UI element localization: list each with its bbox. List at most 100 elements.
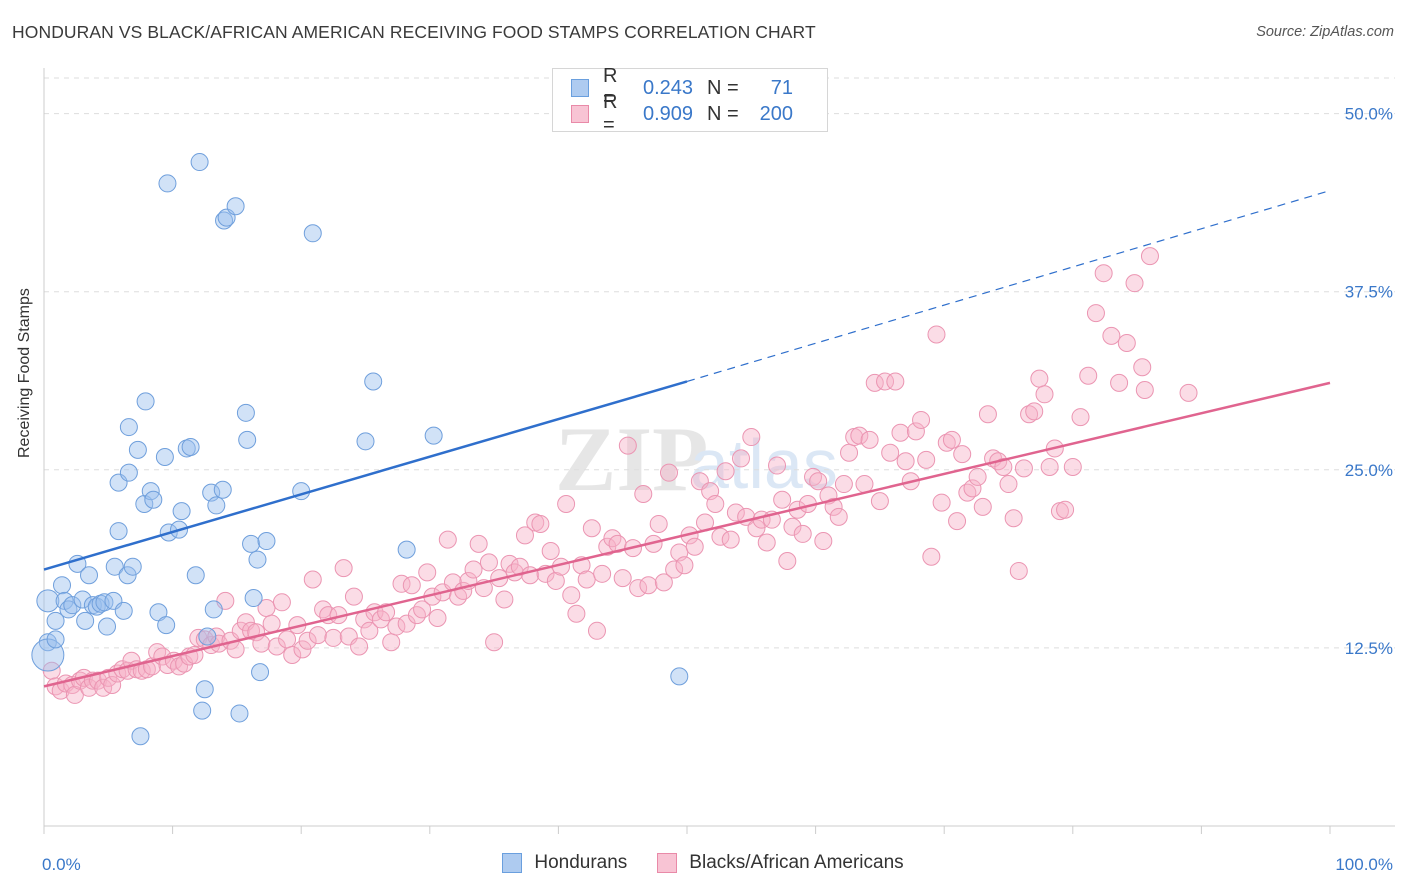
y-tick-label: 37.5% [1345, 283, 1393, 302]
data-point-blacks [577, 570, 596, 589]
data-point-blacks [593, 564, 612, 583]
data-point-blacks [438, 530, 457, 549]
data-point-blacks [906, 422, 925, 441]
stats-legend: R = 0.243 N = 71 R = 0.909 N = 200 [552, 65, 828, 136]
data-point-blacks [1035, 385, 1054, 404]
data-point-blacks [1117, 334, 1136, 353]
data-point-blacks [402, 576, 421, 595]
data-point-blacks [1086, 304, 1105, 323]
data-point-blacks [562, 586, 581, 605]
data-point-blacks [721, 530, 740, 549]
data-point-blacks [303, 570, 322, 589]
data-point-blacks [824, 497, 843, 516]
data-point-blacks [783, 517, 802, 536]
data-point-blacks [953, 445, 972, 464]
data-point-blacks [350, 637, 369, 656]
data-point-hondurans [76, 611, 95, 630]
data-point-hondurans [80, 566, 99, 585]
data-point-blacks [1014, 459, 1033, 478]
x-tick-label: 0.0% [42, 855, 81, 874]
data-point-blacks [598, 537, 617, 556]
data-point-blacks [912, 410, 931, 429]
data-point-hondurans [144, 490, 163, 509]
data-point-blacks [963, 479, 982, 498]
data-point-blacks [1133, 358, 1152, 377]
data-point-blacks [716, 462, 735, 481]
data-point-blacks [634, 485, 653, 504]
data-point-hondurans [119, 463, 138, 482]
data-point-blacks [587, 621, 606, 640]
data-point-blacks [829, 507, 848, 526]
data-point-blacks [793, 524, 812, 543]
data-point-hondurans [73, 590, 92, 609]
data-point-hondurans [98, 617, 117, 636]
legend-n-label: N = [707, 102, 739, 125]
axes [43, 68, 1395, 834]
data-point-hondurans [155, 447, 174, 466]
data-point-blacks [278, 630, 297, 649]
data-point-blacks [308, 626, 327, 645]
data-point-blacks [855, 475, 874, 494]
data-point-hondurans [190, 153, 209, 172]
trend-line-hondurans [43, 380, 688, 571]
data-point-blacks [948, 512, 967, 531]
data-point-blacks [732, 449, 751, 468]
data-point-blacks [922, 547, 941, 566]
data-point-blacks [485, 633, 504, 652]
data-point-blacks [283, 646, 302, 665]
legend-item-blacks[interactable]: Blacks/African Americans [657, 852, 904, 874]
data-point-blacks [840, 443, 859, 462]
data-point-hondurans [109, 522, 128, 541]
source-label: Source: ZipAtlas.com [1256, 24, 1394, 40]
data-point-blacks [495, 590, 514, 609]
data-point-hondurans [186, 566, 205, 585]
data-point-hondurans [46, 611, 65, 630]
data-point-blacks [726, 503, 745, 522]
data-point-blacks [994, 457, 1013, 476]
data-point-hondurans [105, 557, 124, 576]
data-point-hondurans [364, 372, 383, 391]
data-point-blacks [778, 551, 797, 570]
data-point-blacks [1020, 405, 1039, 424]
data-point-blacks [757, 533, 776, 552]
data-point-blacks [1135, 381, 1154, 400]
data-point-blacks [1125, 274, 1144, 293]
data-point-hondurans [230, 704, 249, 723]
data-point-blacks [1030, 369, 1049, 388]
data-point-hondurans [119, 418, 138, 437]
data-point-hondurans [424, 426, 443, 445]
data-point-blacks [293, 640, 312, 659]
grid-lines [44, 77, 1395, 649]
data-point-blacks [515, 526, 534, 545]
legend-r-value-blacks: 0.909 [643, 102, 694, 125]
legend-item-hondurans[interactable]: Hondurans [502, 852, 627, 874]
data-point-blacks [582, 519, 601, 538]
data-point-blacks [65, 685, 84, 704]
x-tick-label: 100.0% [1335, 855, 1393, 874]
data-point-blacks [479, 553, 498, 572]
legend-r-label: R = [603, 91, 618, 136]
data-point-blacks [665, 560, 684, 579]
data-point-blacks [891, 423, 910, 442]
data-point-blacks [932, 493, 951, 512]
data-point-blacks [618, 436, 637, 455]
data-point-hondurans [195, 680, 214, 699]
data-point-blacks [896, 452, 915, 471]
data-point-blacks [685, 537, 704, 556]
data-point-hondurans [244, 589, 263, 608]
trend-lines [43, 189, 1331, 688]
data-point-blacks [1110, 373, 1129, 392]
data-point-blacks [1009, 561, 1028, 580]
data-point-hondurans [670, 667, 689, 686]
data-point-blacks [603, 529, 622, 548]
data-point-hondurans [242, 534, 261, 553]
data-point-blacks [262, 614, 281, 633]
data-point-blacks [834, 475, 853, 494]
data-point-blacks [413, 600, 432, 619]
data-point-blacks [659, 463, 678, 482]
y-axis-label: Receiving Food Stamps [16, 288, 33, 458]
data-point-blacks [1004, 509, 1023, 528]
data-point-blacks [103, 675, 122, 694]
data-point-blacks [639, 576, 658, 595]
